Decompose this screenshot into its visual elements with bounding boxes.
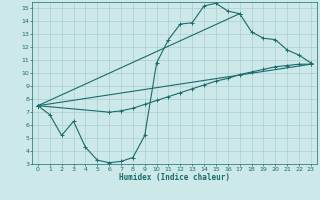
X-axis label: Humidex (Indice chaleur): Humidex (Indice chaleur) bbox=[119, 173, 230, 182]
